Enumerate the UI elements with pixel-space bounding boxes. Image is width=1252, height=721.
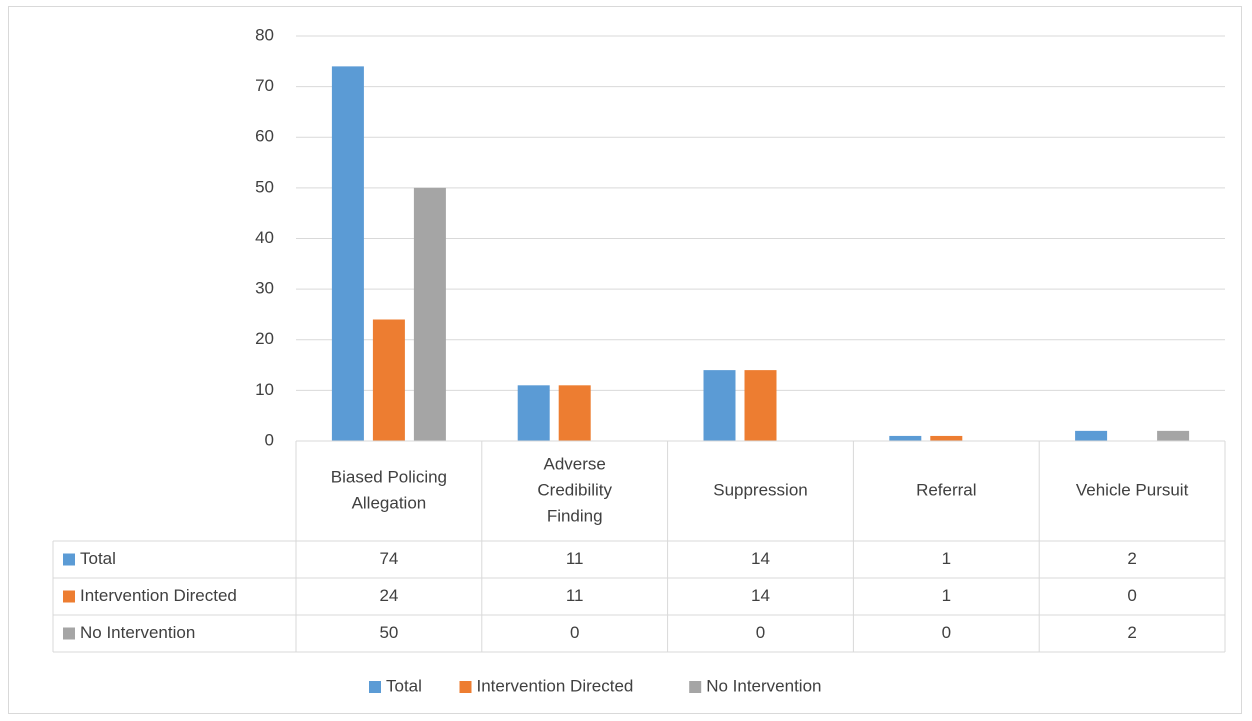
- row-legend-key: [63, 590, 75, 603]
- table-cell-value: 50: [379, 623, 398, 642]
- legend-key: [689, 681, 702, 693]
- row-label: Intervention Directed: [80, 586, 237, 605]
- table-cell-value: 2: [1127, 623, 1136, 642]
- y-tick-label: 30: [255, 279, 274, 298]
- bar-total: [1075, 430, 1108, 441]
- table-cell-value: 2: [1127, 549, 1136, 568]
- bar-intervention-directed: [558, 385, 591, 441]
- table-cell-value: 11: [566, 549, 584, 568]
- y-tick-label: 20: [255, 329, 274, 348]
- y-tick-label: 0: [265, 430, 274, 449]
- category-label: Biased Policing: [331, 467, 447, 486]
- table-cell-value: 14: [751, 549, 770, 568]
- bar-intervention-directed: [372, 319, 405, 441]
- bar-no-intervention: [1157, 430, 1190, 441]
- category-label: Referral: [916, 480, 976, 499]
- bar-total: [517, 385, 550, 441]
- legend-key: [459, 681, 472, 693]
- table-cell-value: 24: [379, 586, 398, 605]
- chart-frame: 0 10 20 30 40 50 60 70 80 Biased Policing Allegati…: [8, 6, 1242, 714]
- table-cell-value: 74: [379, 549, 398, 568]
- category-label: Credibility: [537, 480, 612, 499]
- category-label: Vehicle Pursuit: [1076, 480, 1189, 499]
- category-label: Suppression: [713, 480, 808, 499]
- row-legend-key: [63, 553, 75, 566]
- row-label: No Intervention: [80, 623, 195, 642]
- bar-total: [331, 66, 364, 441]
- row-legend-key: [63, 627, 75, 640]
- table-cell-value: 1: [942, 549, 951, 568]
- table-cell-value: 0: [942, 623, 951, 642]
- bar-intervention-directed: [744, 370, 777, 441]
- legend-label: Total: [386, 676, 422, 695]
- legend-label: Intervention Directed: [477, 676, 634, 695]
- y-tick-label: 70: [255, 76, 274, 95]
- y-tick-label: 10: [255, 380, 274, 399]
- y-tick-label: 50: [255, 177, 274, 196]
- table-cell-value: 0: [1127, 586, 1136, 605]
- legend-key: [369, 681, 381, 693]
- y-tick-label: 80: [255, 25, 274, 44]
- table-cell-value: 1: [942, 586, 951, 605]
- bar-total: [703, 370, 736, 441]
- table-cell-value: 0: [756, 623, 765, 642]
- row-label: Total: [80, 549, 116, 568]
- category-label: Finding: [547, 506, 603, 525]
- y-tick-label: 60: [255, 127, 274, 146]
- table-cell-value: 0: [570, 623, 579, 642]
- bar-total: [889, 435, 922, 441]
- category-label: Allegation: [352, 493, 427, 512]
- bar-no-intervention: [413, 187, 446, 441]
- category-label: Adverse: [544, 454, 606, 473]
- table-cell-value: 11: [566, 586, 584, 605]
- y-tick-label: 40: [255, 228, 274, 247]
- legend-label: No Intervention: [706, 676, 821, 695]
- bar-intervention-directed: [930, 435, 963, 441]
- table-cell-value: 14: [751, 586, 770, 605]
